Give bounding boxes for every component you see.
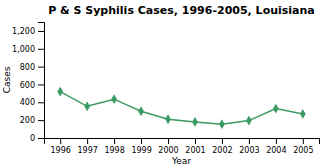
tick-label: 2000 bbox=[158, 146, 178, 155]
axis-line bbox=[45, 139, 320, 145]
tick-mark bbox=[303, 138, 304, 144]
tick-mark bbox=[168, 138, 169, 144]
tick: 1,200 bbox=[12, 27, 44, 36]
tick-mark bbox=[38, 67, 44, 68]
tick-label: 1,200 bbox=[12, 27, 35, 36]
chart: 1996199719981999200020012002200320042005… bbox=[0, 0, 331, 168]
tick-label: 2002 bbox=[212, 146, 232, 155]
tick-mark bbox=[38, 102, 44, 103]
tick: 2005 bbox=[293, 138, 313, 155]
tick-label: 2005 bbox=[293, 146, 313, 155]
title: P & S Syphilis Cases, 1996-2005, Louisia… bbox=[48, 4, 315, 17]
tick-mark bbox=[249, 138, 250, 144]
tick-mark bbox=[60, 138, 61, 144]
tick-mark bbox=[87, 138, 88, 144]
tick-mark bbox=[195, 138, 196, 144]
tick-mark bbox=[38, 120, 44, 121]
tick-label: 0 bbox=[30, 134, 35, 143]
tick: 1996 bbox=[50, 138, 70, 155]
tick: 1999 bbox=[131, 138, 151, 155]
marker bbox=[138, 106, 144, 116]
tick-mark bbox=[114, 138, 115, 144]
tick-label: 1996 bbox=[50, 146, 70, 155]
y-axis-title: Cases bbox=[2, 66, 12, 93]
tick-label: 2004 bbox=[266, 146, 286, 155]
marker bbox=[273, 104, 279, 114]
x-axis: 1996 1997 1998 1999 2000 2001 2002 2003 2004 2005 bbox=[45, 138, 320, 155]
marker bbox=[111, 94, 117, 104]
tick: 2003 bbox=[239, 138, 259, 155]
axis-line bbox=[38, 23, 45, 139]
marker bbox=[57, 87, 63, 97]
tick-mark bbox=[38, 138, 44, 139]
tick: 1,000 bbox=[12, 45, 44, 54]
marker bbox=[84, 101, 90, 111]
tick-mark bbox=[141, 138, 142, 144]
y-axis: 0 200 400 600 800 1,000 1,200 bbox=[12, 23, 44, 144]
marker bbox=[219, 119, 225, 129]
tick-label: 400 bbox=[20, 98, 35, 107]
tick: 1997 bbox=[77, 138, 97, 155]
tick-mark bbox=[38, 84, 44, 85]
marker bbox=[246, 116, 252, 126]
tick: 400 bbox=[20, 98, 44, 107]
tick-label: 2003 bbox=[239, 146, 259, 155]
tick-mark bbox=[222, 138, 223, 144]
tick: 200 bbox=[20, 116, 44, 125]
tick-label: 1997 bbox=[77, 146, 97, 155]
plot: 1996199719981999200020012002200320042005… bbox=[12, 23, 319, 155]
tick-label: 2001 bbox=[185, 146, 205, 155]
tick: 2001 bbox=[185, 138, 205, 155]
series bbox=[57, 87, 305, 129]
tick: 2004 bbox=[266, 138, 286, 155]
tick: 1998 bbox=[104, 138, 124, 155]
tick-mark bbox=[38, 31, 44, 32]
tick: 2000 bbox=[158, 138, 178, 155]
tick-label: 600 bbox=[20, 81, 35, 90]
tick: 600 bbox=[20, 81, 44, 90]
tick: 800 bbox=[20, 63, 44, 72]
tick-label: 200 bbox=[20, 116, 35, 125]
tick-label: 1999 bbox=[131, 146, 151, 155]
marker bbox=[192, 117, 198, 127]
x-axis-title: Year bbox=[171, 156, 191, 166]
marker bbox=[165, 114, 171, 124]
tick: 0 bbox=[30, 134, 44, 143]
line bbox=[60, 92, 303, 125]
tick-label: 800 bbox=[20, 63, 35, 72]
tick-mark bbox=[276, 138, 277, 144]
marker bbox=[300, 109, 306, 119]
tick-mark bbox=[38, 49, 44, 50]
tick-label: 1998 bbox=[104, 146, 124, 155]
tick: 2002 bbox=[212, 138, 232, 155]
tick-label: 1,000 bbox=[12, 45, 35, 54]
